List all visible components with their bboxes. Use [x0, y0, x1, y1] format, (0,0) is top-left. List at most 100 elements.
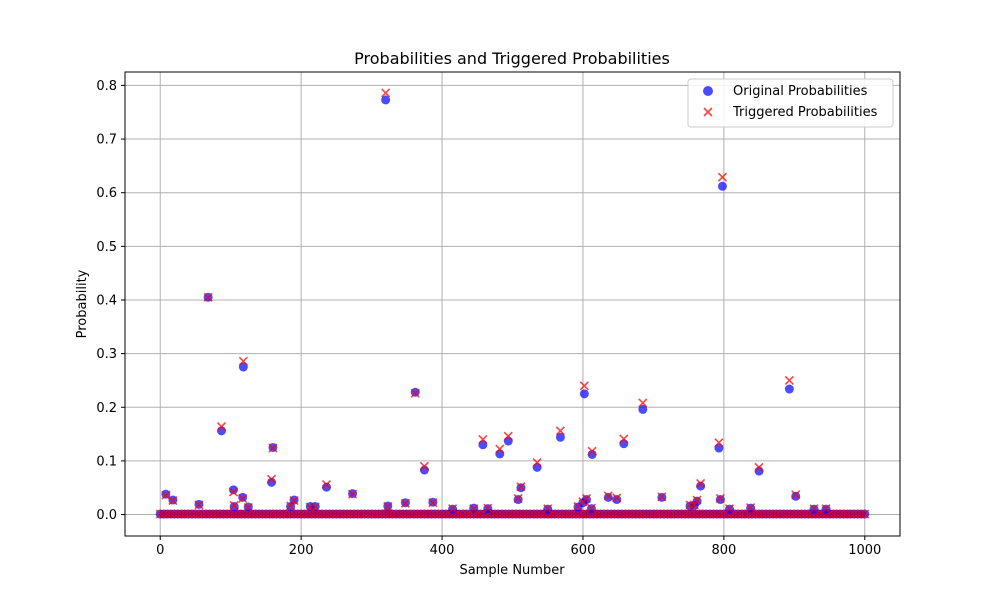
- triggered-probability-point: [215, 509, 225, 519]
- x-tick-label: 400: [430, 543, 455, 558]
- triggered-probability-point: [687, 509, 697, 519]
- triggered-probability-point: [655, 509, 666, 519]
- triggered-probability-point: [624, 509, 634, 519]
- triggered-probability-point: [525, 509, 535, 519]
- triggered-probability-point: [765, 509, 775, 519]
- triggered-probability-point: [578, 509, 588, 519]
- triggered-probability-point: [641, 509, 651, 519]
- triggered-probability-point: [437, 509, 447, 519]
- triggered-probability-point: [203, 292, 213, 302]
- triggered-probability-point: [586, 503, 596, 513]
- triggered-probability-point: [522, 509, 532, 519]
- triggered-probability-point: [433, 509, 444, 519]
- triggered-probability-point: [619, 434, 629, 444]
- triggered-probability-point: [356, 509, 366, 519]
- triggered-probability-point: [289, 496, 299, 506]
- triggered-probability-point: [469, 504, 479, 514]
- triggered-probability-point: [226, 509, 236, 519]
- triggered-probability-point: [455, 509, 465, 519]
- triggered-probability-point: [296, 509, 306, 519]
- grid-lines: [125, 72, 900, 536]
- triggered-probability-point: [705, 509, 715, 519]
- y-tick-label: 0.2: [96, 401, 117, 416]
- triggered-probability-point: [645, 509, 655, 519]
- original-probability-point: [717, 181, 727, 191]
- triggered-probability-point: [696, 478, 706, 488]
- triggered-probability-point: [617, 509, 627, 519]
- triggered-probability-point: [497, 509, 507, 519]
- triggered-probability-point: [784, 375, 794, 386]
- triggered-probability-point: [187, 509, 197, 519]
- triggered-probability-point: [398, 509, 408, 519]
- triggered-probability-point: [543, 504, 553, 514]
- triggered-probability-point: [286, 509, 296, 519]
- y-tick-label: 0.0: [96, 508, 117, 523]
- triggered-probability-point: [271, 509, 282, 519]
- original-probability-point: [238, 362, 248, 372]
- triggered-probabilities-series: [161, 88, 831, 514]
- triggered-probability-point: [550, 509, 560, 519]
- original-probability-point: [555, 432, 565, 442]
- triggered-probability-point: [448, 504, 458, 514]
- triggered-probability-point: [194, 500, 204, 510]
- triggered-probability-point: [381, 88, 391, 98]
- triggered-probability-point: [782, 509, 792, 519]
- triggered-probability-point: [233, 509, 243, 519]
- triggered-probability-point: [708, 509, 718, 519]
- triggered-probability-point: [516, 482, 526, 492]
- triggered-probability-point: [428, 498, 438, 508]
- x-tick-label: 0: [156, 543, 164, 558]
- triggered-probability-point: [169, 509, 179, 519]
- triggered-probability-point: [441, 509, 451, 519]
- triggered-probability-point: [666, 509, 676, 519]
- triggered-probability-point: [652, 509, 662, 519]
- triggered-probability-point: [680, 509, 690, 519]
- triggered-probability-point: [553, 509, 563, 519]
- triggered-probability-point: [536, 509, 546, 519]
- triggered-probability-point: [342, 509, 352, 519]
- data-marks: [155, 88, 870, 519]
- triggered-probability-point: [500, 509, 511, 519]
- triggered-probability-point: [832, 509, 842, 519]
- legend-label-triggered: Triggered Probabilities: [732, 105, 878, 120]
- triggered-probability-point: [166, 509, 176, 519]
- triggered-probability-point: [701, 509, 711, 519]
- legend-marker-original: [703, 86, 713, 96]
- x-axis-label: Sample Number: [459, 563, 565, 578]
- triggered-probability-point: [335, 509, 345, 519]
- triggered-probability-point: [779, 509, 789, 519]
- triggered-probability-point: [842, 509, 852, 519]
- triggered-probability-point: [345, 509, 356, 519]
- triggered-probability-point: [789, 509, 799, 519]
- triggered-probability-point: [638, 509, 648, 519]
- triggered-probability-point: [529, 509, 539, 519]
- triggered-probability-point: [219, 509, 229, 519]
- triggered-probability-point: [412, 509, 422, 519]
- triggered-probability-point: [409, 509, 419, 519]
- y-tick-label: 0.3: [96, 347, 117, 362]
- triggered-probability-point: [173, 509, 183, 519]
- triggered-probability-point: [303, 509, 313, 519]
- triggered-probability-point: [712, 509, 722, 519]
- triggered-probability-point: [208, 509, 218, 519]
- legend-marker-triggered: [703, 107, 713, 117]
- x-tick-label: 1000: [848, 543, 881, 558]
- y-tick-label: 0.4: [96, 293, 117, 308]
- triggered-probability-point: [631, 509, 641, 519]
- original-probability-point: [381, 95, 391, 105]
- triggered-probability-point: [846, 509, 856, 519]
- original-probability-point: [267, 477, 277, 487]
- chart-title: Probabilities and Triggered Probabilitie…: [354, 49, 670, 68]
- x-tick-label: 200: [289, 543, 314, 558]
- original-probability-point: [619, 439, 629, 449]
- triggered-probability-point: [243, 503, 253, 513]
- original-probability-point: [638, 404, 648, 414]
- triggered-probability-point: [853, 509, 863, 519]
- triggered-probability-point: [190, 509, 201, 519]
- original-probability-point: [579, 389, 589, 399]
- triggered-probability-point: [282, 509, 292, 519]
- original-probability-point: [322, 482, 331, 492]
- triggered-probability-point: [560, 509, 570, 519]
- triggered-probability-point: [612, 493, 622, 503]
